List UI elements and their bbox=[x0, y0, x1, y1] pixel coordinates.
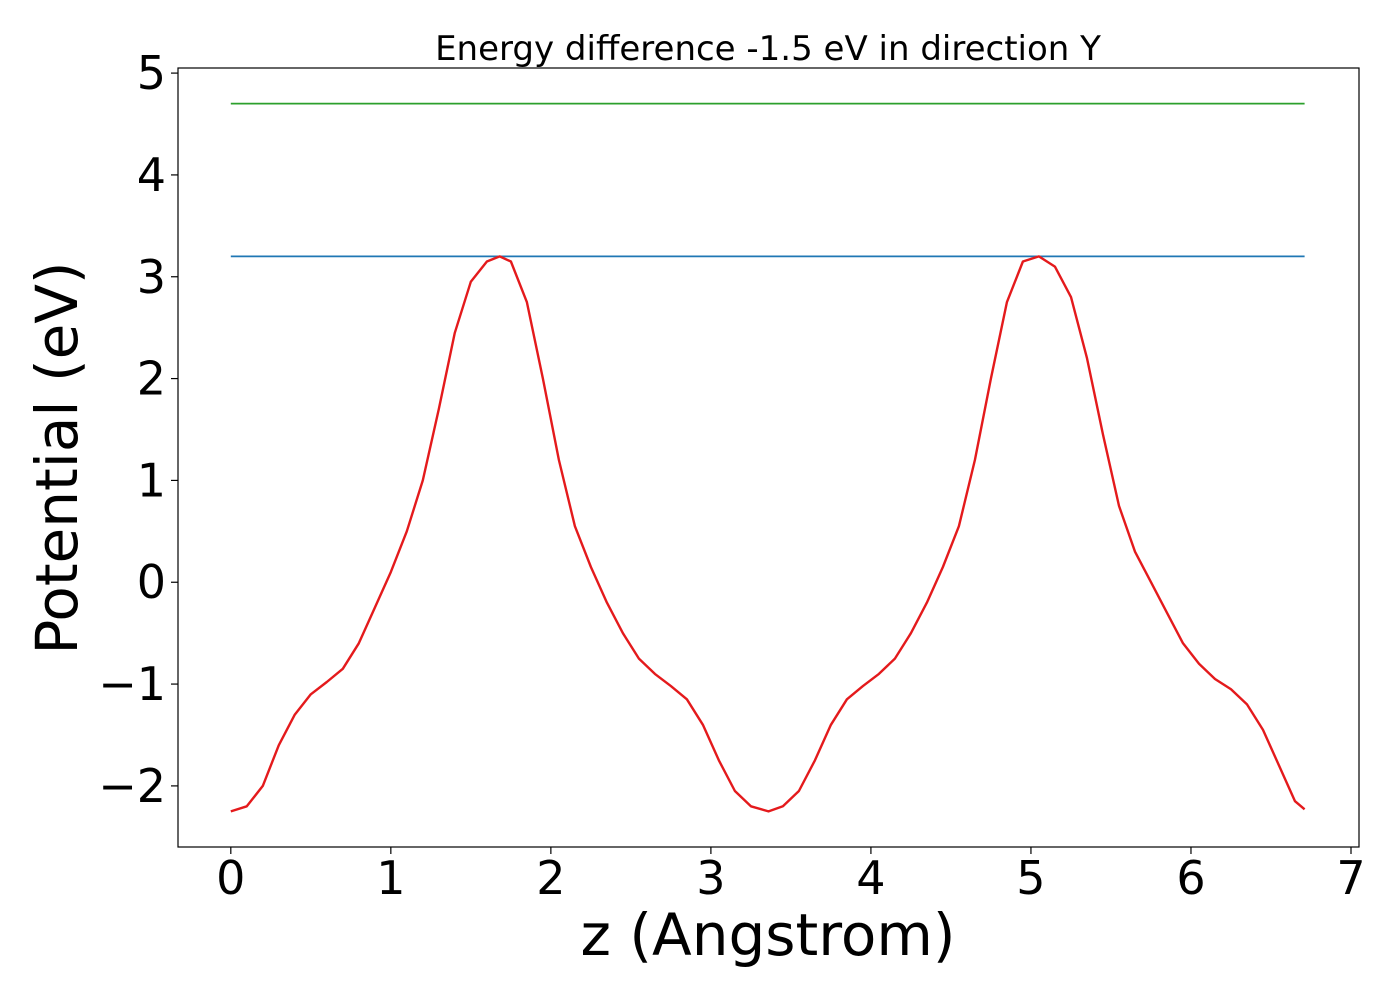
y-axis-label: Potential (eV) bbox=[23, 261, 91, 654]
x-tick-label: 4 bbox=[856, 851, 885, 905]
x-tick-label: 7 bbox=[1336, 851, 1365, 905]
plot-lines bbox=[230, 102, 1306, 813]
y-tick-label: 2 bbox=[137, 352, 166, 406]
y-tick-label: −2 bbox=[98, 759, 166, 813]
plot-frame bbox=[177, 67, 1360, 848]
x-tick-label: 2 bbox=[536, 851, 565, 905]
y-axis-ticks: −2 −1 0 1 2 3 4 5 bbox=[98, 46, 178, 813]
chart-title: Energy difference -1.5 eV in direction Y bbox=[435, 29, 1101, 69]
x-tick-label: 3 bbox=[696, 851, 725, 905]
y-tick-label: 5 bbox=[137, 46, 166, 100]
x-tick-label: 1 bbox=[376, 851, 405, 905]
y-tick-label: −1 bbox=[98, 657, 166, 711]
x-tick-label: 6 bbox=[1176, 851, 1205, 905]
series-line-3 bbox=[230, 255, 1306, 813]
x-tick-label: 5 bbox=[1016, 851, 1045, 905]
y-tick-label: 0 bbox=[137, 555, 166, 609]
y-tick-label: 3 bbox=[137, 250, 166, 304]
y-tick-label: 1 bbox=[137, 453, 166, 507]
x-axis-label: z (Angstrom) bbox=[581, 901, 956, 969]
x-tick-label: 0 bbox=[216, 851, 245, 905]
y-tick-label: 4 bbox=[137, 148, 166, 202]
x-axis-ticks: 0 1 2 3 4 5 6 7 bbox=[216, 847, 1366, 905]
